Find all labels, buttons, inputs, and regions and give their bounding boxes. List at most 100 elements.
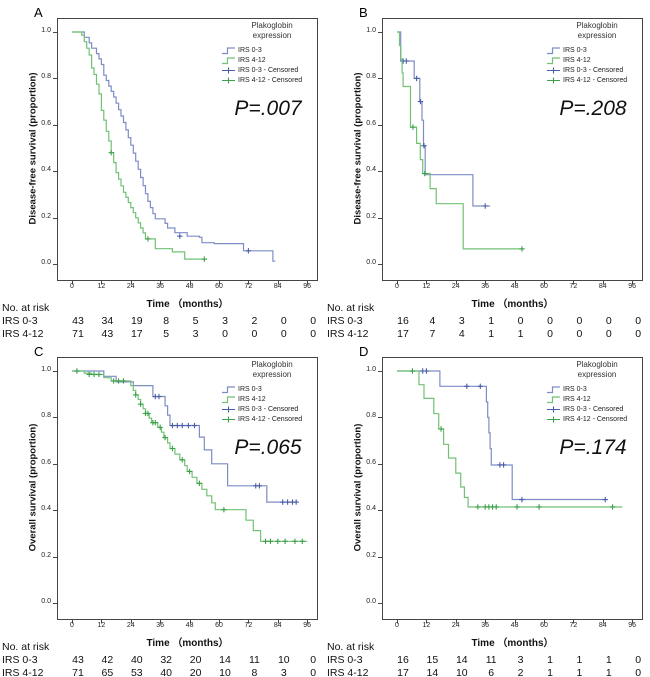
legend-title-line1: Plakoglobin [251,21,293,30]
legend-plus-glyph [547,416,560,422]
risk-count: 3 [280,667,287,677]
risk-count: 42 [101,654,114,666]
risk-row-label: IRS 4-12 [2,667,44,677]
x-tick-label: 96 [303,283,312,290]
x-tick-label: 84 [598,622,607,629]
legend-entry: IRS 4-12 [221,394,323,404]
x-tick-label: 36 [156,622,165,629]
plot-frame [57,357,318,620]
y-tick-label: 0.2 [366,551,376,559]
risk-row-label: IRS 0-3 [327,654,363,666]
legend-plus-glyph [547,67,560,73]
censor-mark [162,434,168,441]
risk-row-label: IRS 4-12 [327,667,369,677]
legend-title-line1: Plakoglobin [576,21,618,30]
censor-mark [152,420,158,426]
risk-count: 0 [310,315,317,327]
legend-line-symbol [222,395,235,403]
p-value: P=.065 [234,436,302,459]
legend-entry-label: IRS 4-12 - Censored [563,415,628,423]
y-tick-label: 0.6 [366,458,376,466]
x-axis-label: Time （months） [471,638,554,649]
legend-entry: IRS 0-3 - Censored [221,65,323,75]
legend-censored-symbol [547,416,560,422]
censor-mark [185,422,192,429]
risk-count: 5 [163,328,170,338]
legend-entries: IRS 0-3 IRS 4-12 IRS 0-3 - Censored IRS 4-1… [221,384,323,424]
y-axis-label: Disease-free survival (proportion) [27,72,39,225]
risk-count: 32 [160,654,173,666]
risk-count: 11 [248,654,260,666]
censor-mark [464,383,470,390]
risk-count: 0 [251,328,258,338]
legend-entry-label: IRS 4-12 [238,56,266,64]
survival-curve-irs-4-12 [72,31,207,260]
legend-line-symbol [547,56,560,64]
panel-letter: D [359,344,369,359]
risk-count: 43 [72,315,84,327]
survival-curve-irs-4-12 [397,31,525,250]
legend-entry: IRS 4-12 [221,55,323,65]
x-tick-label: 0 [395,622,399,629]
x-tick-label: 60 [540,283,548,290]
legend-step-glyph [222,46,235,54]
legend-plus-glyph [547,406,560,412]
legend-entry-label: IRS 4-12 - Censored [563,76,628,84]
censor-mark [96,371,102,378]
legend-entry: IRS 0-3 [546,45,648,55]
x-axis-label: Time （months） [146,299,229,310]
risk-count: 14 [426,667,439,677]
legend-censored-symbol [222,406,235,412]
x-tick-label: 60 [215,622,223,629]
legend-entry: IRS 4-12 [546,55,648,65]
risk-count: 16 [397,315,409,327]
risk-count: 20 [189,667,202,677]
legend-step-glyph [222,385,235,393]
x-tick-label: 96 [303,622,312,629]
censor-mark [137,401,144,407]
legend-entry: IRS 0-3 [546,384,648,394]
risk-count: 5 [192,315,199,327]
legend-entry: IRS 0-3 - Censored [546,65,648,75]
risk-row: IRS 0-3 16 15 14 11 3 1 1 1 0 [325,654,650,666]
censor-mark [292,538,298,544]
risk-count: 71 [72,328,84,338]
legend: Plakoglobin expression IRS 0-3 IRS 4-12 IR… [221,21,323,85]
x-tick-label: 24 [126,283,135,290]
risk-count: 0 [222,328,228,338]
censor-mark [174,422,181,429]
risk-count: 0 [576,315,583,327]
legend-entries: IRS 0-3 IRS 4-12 IRS 0-3 - Censored IRS 4-1… [546,45,648,85]
censor-mark [417,98,424,105]
y-tick-label: 0.6 [41,458,51,466]
censor-mark [403,58,410,64]
legend-entry-label: IRS 0-3 - Censored [238,405,299,413]
y-axis-label: Overall survival (proportion) [352,423,364,552]
risk-count: 1 [547,654,553,666]
x-tick-label: 24 [126,622,135,629]
censor-mark [280,499,286,505]
censor-mark [86,371,92,378]
legend-censored-symbol [222,67,235,73]
legend: Plakoglobin expression IRS 0-3 IRS 4-12 IR… [546,21,648,85]
y-tick-label: 1.0 [366,27,376,34]
legend-title-line2: expression [577,369,617,379]
risk-count: 1 [576,654,583,666]
y-tick-label: 0.8 [366,412,376,420]
censor-mark [493,504,499,510]
legend-step-glyph [547,385,560,393]
y-tick-label: 0.8 [41,73,51,81]
risk-count: 40 [130,654,143,666]
y-tick-label: 0.6 [41,119,51,127]
legend-entry: IRS 0-3 - Censored [221,404,323,414]
x-tick-label: 72 [569,622,578,629]
y-tick-label: 0.0 [41,598,51,605]
risk-count: 0 [517,315,524,327]
legend-entry-label: IRS 4-12 - Censored [238,415,303,423]
panel-d-overall-survival: D Overall survival (proportion) Plakoglo… [325,339,650,677]
censor-mark [421,170,428,177]
risk-count: 0 [605,328,612,338]
risk-count: 2 [251,315,258,327]
panel-a-disease-free-survival: A Disease-free survival (proportion) Pla… [0,0,325,338]
risk-count: 0 [310,667,317,677]
